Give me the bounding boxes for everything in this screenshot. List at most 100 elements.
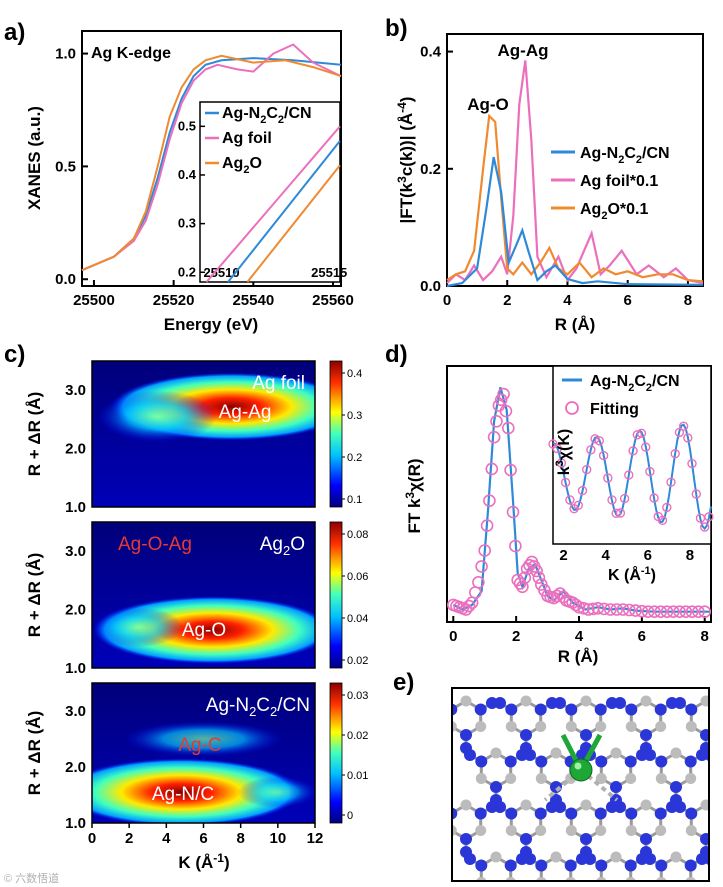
carbon-atom (475, 721, 487, 732)
panel-c-maps: 1.0 2.0 3.0 R + ΔR (Å) 0.4 0.3 0.2 0.1 Ag foil Ag… (25, 360, 368, 847)
carbon-atom (610, 851, 622, 863)
inset-fitting-point (615, 508, 626, 518)
x-tick-label: 4 (575, 628, 584, 645)
ag-atom (569, 758, 593, 782)
wavelet-map-2: 1.0 2.0 3.0 R + ΔR (Å) 0.08 0.06 0.04 0.02 Ag-O-… (25, 521, 368, 677)
colorbar-tick-label: 0.1 (347, 494, 362, 506)
nitrogen-atom (685, 703, 698, 716)
carbon-atom (625, 721, 637, 732)
colorbar (329, 360, 343, 508)
colorbar-tick-label: 0.02 (347, 655, 368, 667)
colorbar (329, 682, 343, 824)
x-tick-label: 6 (638, 628, 646, 645)
panel-d-legend: Ag-N2C2/CN Fitting (562, 373, 680, 418)
fitting-point (654, 605, 668, 619)
carbon-atom (565, 721, 577, 732)
heatmap-x-tick-label: 2 (125, 830, 133, 847)
nitrogen-atom (685, 807, 698, 820)
panel-c-label: c) (4, 341, 25, 368)
inset-fitting-point (607, 495, 617, 505)
panel-d-ticks: 0 2 4 6 8 (449, 616, 709, 645)
nitrogen-atom (684, 859, 697, 872)
inset-fitting-point (700, 522, 710, 532)
panel-a-title: Ag K-edge (91, 45, 171, 62)
panel-c-xlabel: K (Å-1) (178, 851, 229, 872)
legend-label: Ag2O*0.1 (580, 201, 648, 222)
carbon-atom (550, 747, 562, 759)
bond (541, 883, 556, 887)
nitrogen-atom (654, 703, 667, 716)
inset-x-tick-label: 25515 (311, 265, 347, 280)
inset-fitting-point (641, 442, 651, 452)
carbon-atom (716, 877, 723, 887)
inset-x-tick-label: 8 (686, 547, 694, 564)
nitrogen-atom (565, 807, 578, 820)
fitting-point (459, 603, 473, 616)
carbon-atom (685, 877, 696, 880)
bond (481, 883, 496, 887)
panel-d-lines (446, 387, 712, 619)
panel-b-xlabel: R (Å) (555, 315, 596, 334)
heatmap-blobs (92, 721, 315, 823)
inset-fitting-point (552, 443, 562, 454)
fitting-point (666, 605, 680, 619)
carbon-atom (685, 825, 697, 836)
y-tick-label: 0.0 (420, 278, 441, 295)
y-tick-label: 0.2 (420, 161, 441, 178)
nitrogen-atom (684, 755, 697, 768)
nitrogen-atom (494, 801, 506, 813)
panel-d-label: d) (385, 341, 408, 368)
carbon-atom (490, 747, 502, 759)
inset-fitting-point (598, 450, 609, 461)
inset-series-line (227, 140, 341, 283)
fitting-point (532, 571, 546, 585)
colorbar-tick-label: 0.04 (347, 613, 368, 625)
carbon-atom (505, 773, 517, 784)
heatmap-y-axis-label: R + ΔR (Å) (25, 553, 44, 637)
legend-label: Ag-N2C2/CN (222, 105, 312, 126)
heatmap-frame (91, 360, 316, 508)
nitrogen-atom (464, 749, 476, 761)
colorbar-tick-label: 0.02 (347, 730, 368, 742)
inset-x-tick-label: 4 (601, 547, 610, 564)
nitrogen-atom (504, 859, 517, 872)
inset-fitting-point (560, 477, 571, 488)
panel-e-label: e) (393, 669, 414, 696)
nitrogen-atom (614, 801, 626, 813)
nitrogen-atom (655, 755, 668, 768)
colorbar-tick-label: 0 (347, 810, 353, 822)
ag-c-dashed-bond (579, 768, 619, 802)
x-tick-label: 0 (449, 628, 457, 645)
panel-a-ylabel: XANES (a.u.) (25, 106, 44, 210)
nitrogen-atom (534, 703, 547, 716)
wavelet-map-1: 1.0 2.0 3.0 R + ΔR (Å) 0.4 0.3 0.2 0.1 Ag foil Ag… (25, 360, 362, 516)
fitting-point (660, 605, 674, 619)
carbon-atom (460, 695, 472, 707)
nitrogen-atom (535, 755, 548, 768)
y-tick-label: 1.0 (55, 46, 76, 63)
heatmap-x-tick-label: 8 (236, 830, 244, 847)
inset-fitting-point (687, 458, 697, 469)
heatmap-y-axis-label: R + ΔR (Å) (25, 392, 44, 476)
carbon-atom (715, 721, 723, 732)
legend-label: Ag-N2C2/CN (590, 373, 680, 394)
x-tick-label: 25540 (232, 292, 274, 309)
fitting-point (480, 519, 494, 532)
carbon-atom (490, 851, 502, 863)
fitting-point (494, 393, 508, 407)
x-tick-label: 2 (512, 628, 520, 645)
nitrogen-atom (674, 801, 686, 813)
fitting-point (530, 564, 543, 578)
inset-y-tick-label: 0.3 (178, 216, 196, 231)
heatmap-peak (123, 721, 284, 757)
fitting-point (692, 605, 705, 619)
carbon-atom (476, 877, 487, 880)
nitrogen-atom (434, 801, 446, 813)
colorbar-tick-label: 0.06 (347, 571, 368, 583)
heatmap-y-tick-label: 1.0 (65, 660, 86, 677)
y-tick-label: 0.5 (55, 158, 76, 175)
fitting-point (679, 605, 693, 619)
carbon-atom (536, 877, 547, 880)
inset-fitting-point (632, 430, 642, 440)
